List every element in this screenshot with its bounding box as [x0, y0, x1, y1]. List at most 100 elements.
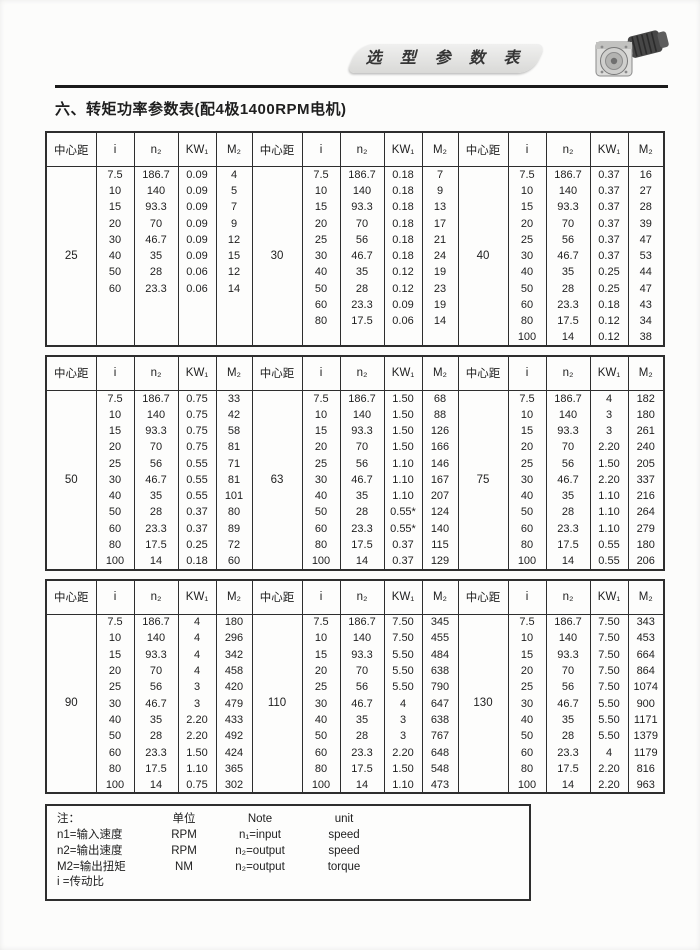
table-row: 10 140 0.75 42 10 140 1.50 88 10 140 3 180	[46, 406, 664, 423]
table-cell	[95, 313, 134, 330]
table-cell: 14	[133, 553, 178, 570]
table-row: 10 140 0.09 5 10 140 0.18 9 10 140 0.37 27	[46, 182, 664, 200]
table-cell: 1.10	[383, 777, 422, 794]
table-cell: 56	[339, 679, 384, 696]
table-cell: 345	[421, 614, 458, 631]
table-cell: 70	[545, 662, 590, 680]
torque-table-90-110-130: 中心距 i n₂ KW₁ M₂ 中心距 i n₂ KW₁ M₂ 中心距 i n₂ KW₁ M₂ 90 7.5 18…	[45, 578, 665, 795]
table-cell: 100	[95, 777, 134, 794]
tables-area: 中心距 i n₂ KW₁ M₂ 中心距 i n₂ KW₁ M₂ 中心距 i n₂ KW₁ M₂ 25 7.5 18…	[45, 131, 665, 902]
table-cell: 23.3	[545, 744, 590, 761]
table-cell: 0.55	[589, 536, 628, 554]
col-header-ratio-i: i	[95, 579, 134, 615]
table-row: 60 23.3 0.09 19 60 23.3 0.18 43	[46, 296, 664, 314]
table-cell: 7.50	[589, 630, 628, 647]
table-cell: 40	[507, 711, 546, 729]
col-header-center-distance: 中心距	[45, 355, 96, 391]
table-cell: 47	[627, 231, 664, 248]
table-cell: 56	[339, 231, 384, 248]
table-cell: 35	[339, 488, 384, 505]
table-cell: 342	[215, 646, 252, 663]
table-cell: 264	[627, 504, 664, 521]
table-cell: 7.50	[589, 614, 628, 631]
table-cell: 42	[215, 406, 252, 423]
table-cell: 60	[507, 520, 546, 537]
table-cell: 46.7	[133, 471, 178, 489]
table-cell: 7.5	[95, 390, 134, 407]
note-cell: speed	[328, 829, 360, 842]
table-cell: 56	[339, 455, 384, 472]
table-cell: 30	[507, 247, 546, 265]
col-header-center-distance: 中心距	[45, 132, 96, 167]
table-cell: 5.50	[589, 711, 628, 729]
col-header-center-distance: 中心距	[251, 355, 302, 391]
table-cell	[383, 329, 422, 346]
note-cell: RPM	[171, 829, 197, 842]
table-cell: 28	[133, 264, 178, 281]
table-cell: 13	[421, 199, 458, 216]
table-cell: 70	[545, 439, 590, 456]
table-cell: 1.50	[383, 422, 422, 440]
table-cell: 46.7	[133, 695, 178, 712]
table-cell: 146	[421, 455, 458, 472]
table-cell: 88	[421, 406, 458, 423]
table-cell: 17.5	[339, 313, 384, 330]
table-cell: 126	[421, 422, 458, 440]
table-row: 60 23.3 0.06 14 50 28 0.12 23 50 28 0.25 47	[46, 280, 664, 297]
table-row: 15 93.3 0.75 58 15 93.3 1.50 126 15 93.3 3 261	[46, 422, 664, 440]
table-cell: 80	[301, 313, 340, 330]
table-cell: 205	[627, 455, 664, 472]
col-header-output-speed-n2: n₂	[339, 355, 384, 391]
note-cell: i =传动比	[57, 876, 104, 889]
note-cell: M2=输出扭矩	[57, 860, 126, 873]
col-header-torque-m2: M₂	[215, 132, 252, 167]
table-cell: 365	[215, 760, 252, 777]
table-cell: 17.5	[133, 760, 178, 777]
table-cell: 28	[545, 728, 590, 745]
table-cell: 40	[301, 488, 340, 505]
table-cell	[177, 296, 216, 314]
table-cell: 5.50	[589, 695, 628, 712]
table-cell: 5.50	[383, 679, 422, 696]
table-cell: 56	[133, 455, 178, 472]
table-cell: 0.12	[589, 313, 628, 330]
table-cell: 1.50	[383, 439, 422, 456]
table-cell: 50	[95, 264, 134, 281]
center-distance-value: 75	[457, 390, 508, 570]
table-cell: 12	[215, 264, 252, 281]
torque-table-50-63-75: 中心距 i n₂ KW₁ M₂ 中心距 i n₂ KW₁ M₂ 中心距 i n₂ KW₁ M₂ 50 7.5 18…	[45, 354, 665, 571]
col-header-power-kw1: KW₁	[383, 355, 422, 391]
table-cell: 35	[133, 711, 178, 729]
table-cell: 43	[627, 296, 664, 314]
table-cell: 60	[95, 520, 134, 537]
table-cell: 0.75	[177, 422, 216, 440]
table-cell: 2.20	[589, 439, 628, 456]
table-cell: 17	[421, 215, 458, 232]
table-row: 20 70 4 458 20 70 5.50 638 20 70 7.50 864	[46, 662, 664, 680]
table-cell: 46.7	[339, 247, 384, 265]
table-cell: 140	[339, 406, 384, 423]
table-cell: 60	[507, 744, 546, 761]
table-cell: 0.37	[383, 553, 422, 570]
table-cell: 7.5	[507, 390, 546, 407]
table-cell: 302	[215, 777, 252, 794]
table-cell: 23.3	[133, 744, 178, 761]
table-cell: 484	[421, 646, 458, 663]
table-cell: 0.75	[177, 406, 216, 423]
table-cell: 100	[95, 553, 134, 570]
table-cell: 14	[421, 313, 458, 330]
header-row: 中心距 i n₂ KW₁ M₂ 中心距 i n₂ KW₁ M₂ 中心距 i n₂ KW₁ M₂	[45, 579, 664, 615]
table-cell: 9	[421, 182, 458, 200]
table-cell: 30	[95, 695, 134, 712]
table-cell: 80	[95, 536, 134, 554]
table-cell: 25	[95, 455, 134, 472]
table-cell: 0.55	[177, 488, 216, 505]
table-cell: 30	[507, 471, 546, 489]
table-cell: 0.18	[383, 166, 422, 183]
table-cell: 71	[215, 455, 252, 472]
table-row: 15 93.3 4 342 15 93.3 5.50 484 15 93.3 7.50 664	[46, 646, 664, 663]
table-cell: 433	[215, 711, 252, 729]
table-cell: 93.3	[545, 199, 590, 216]
table-cell: 17.5	[545, 760, 590, 777]
table-cell: 93.3	[545, 422, 590, 440]
